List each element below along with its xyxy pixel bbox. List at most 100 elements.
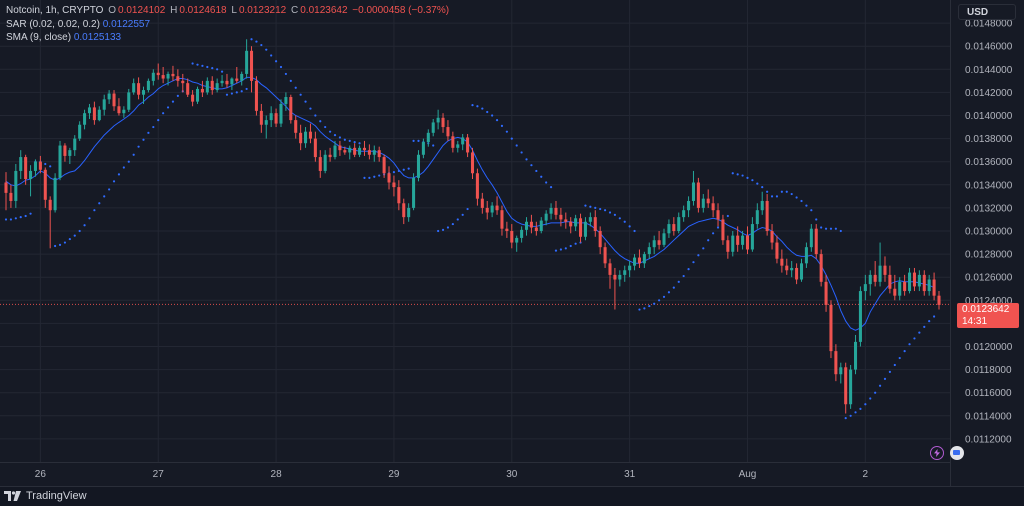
candle-body xyxy=(618,274,622,280)
candle-down xyxy=(657,231,661,250)
sar-point xyxy=(83,224,86,227)
candle-body xyxy=(333,145,337,158)
candle-up xyxy=(687,196,691,218)
sar-point xyxy=(923,325,926,328)
candle-body xyxy=(225,80,229,85)
flag-icon[interactable] xyxy=(950,446,964,460)
candle-down xyxy=(903,274,907,296)
candle-down xyxy=(225,73,229,88)
candle-body xyxy=(633,257,637,266)
x-tick-label: 28 xyxy=(271,469,283,480)
candle-body xyxy=(205,80,209,93)
sar-point xyxy=(88,217,91,220)
candle-down xyxy=(313,131,317,162)
candle-down xyxy=(559,207,563,227)
sar-point xyxy=(775,195,779,198)
candle-down xyxy=(254,76,258,116)
sar-point xyxy=(849,414,852,417)
candle-body xyxy=(775,242,779,259)
sar-point xyxy=(535,169,538,173)
sar-point xyxy=(613,213,617,216)
sar-point xyxy=(844,417,847,420)
legend-symbol[interactable]: Notcoin, 1h, CRYPTO xyxy=(6,5,104,16)
bolt-icon[interactable] xyxy=(930,446,944,460)
candle-body xyxy=(176,76,180,81)
candle-down xyxy=(451,131,455,153)
candle-up xyxy=(141,86,146,104)
candle-body xyxy=(790,267,794,271)
candle-down xyxy=(569,217,573,234)
candle-up xyxy=(583,217,587,241)
candle-body xyxy=(289,97,293,121)
sar-point xyxy=(893,363,896,367)
candle-down xyxy=(362,140,366,156)
candle-body xyxy=(397,187,401,204)
candle-up xyxy=(195,86,200,104)
candle-body xyxy=(755,210,759,225)
candle-down xyxy=(932,272,936,301)
candle-body xyxy=(515,237,519,243)
candle-up xyxy=(868,270,872,296)
candle-up xyxy=(853,334,858,375)
y-tick-label: 0.0120000 xyxy=(965,342,1013,353)
sar-point xyxy=(530,164,533,167)
candle-body xyxy=(141,90,146,95)
sar-point xyxy=(152,125,155,129)
candle-body xyxy=(908,272,912,292)
candle-down xyxy=(191,90,195,107)
candle-body xyxy=(102,99,106,110)
sar-point xyxy=(795,196,798,199)
candle-up xyxy=(790,261,794,278)
brand[interactable]: TradingView xyxy=(4,490,87,502)
sar-point xyxy=(4,218,8,221)
sar-point xyxy=(805,204,808,207)
candle-body xyxy=(250,50,254,81)
sar-point xyxy=(824,227,828,230)
grid-lines xyxy=(0,0,950,462)
candle-body xyxy=(637,257,641,264)
candle-down xyxy=(117,98,121,116)
candle-body xyxy=(215,83,219,91)
sar-point xyxy=(176,94,179,97)
candle-body xyxy=(446,127,450,137)
candle-body xyxy=(745,235,750,250)
y-tick-label: 0.0146000 xyxy=(965,42,1013,53)
candle-body xyxy=(873,274,877,282)
sar-point xyxy=(98,202,101,205)
candle-up xyxy=(166,71,170,86)
sar-point xyxy=(790,192,793,196)
legend-close-value: 0.0123642 xyxy=(300,5,348,16)
sar-point xyxy=(343,138,346,141)
candle-body xyxy=(313,138,317,158)
candle-up xyxy=(122,106,126,118)
brand-name: TradingView xyxy=(26,490,87,502)
sar-point xyxy=(672,286,675,289)
sar-point xyxy=(216,68,219,71)
currency-selector[interactable]: USD xyxy=(958,4,1016,20)
sar-point xyxy=(245,87,248,91)
candle-down xyxy=(795,263,799,285)
legend-sma-row[interactable]: SMA (9, close) 0.0125133 xyxy=(6,31,451,45)
candle-body xyxy=(78,124,82,139)
x-axis-panel xyxy=(0,462,950,486)
candle-body xyxy=(475,173,479,199)
sar-point xyxy=(913,337,916,340)
candle-body xyxy=(367,150,371,155)
candle-body xyxy=(470,152,475,174)
candle-body xyxy=(642,254,646,264)
candle-body xyxy=(564,219,568,222)
sar-point xyxy=(574,242,577,245)
x-axis: 26 27 28 29 30 31 Aug 2 xyxy=(0,462,950,486)
legend-sar-row[interactable]: SAR (0.02, 0.02, 0.2) 0.0122557 xyxy=(6,18,451,32)
sar-point xyxy=(839,229,842,233)
candle-body xyxy=(210,80,214,91)
legend-change: −0.0000458 (−0.37%) xyxy=(352,5,450,16)
sar-point xyxy=(166,106,170,109)
sar-point xyxy=(78,229,81,233)
candle-down xyxy=(716,203,720,227)
sar-point xyxy=(432,144,435,147)
candle-up xyxy=(372,145,376,162)
candle-up xyxy=(755,203,759,229)
candle-body xyxy=(760,200,764,211)
